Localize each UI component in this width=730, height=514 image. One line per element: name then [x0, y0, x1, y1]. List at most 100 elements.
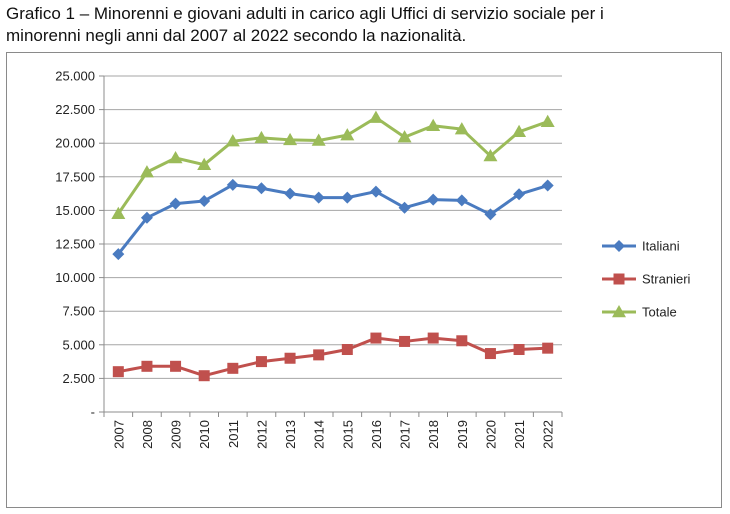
y-tick-label: 15.000 [55, 203, 95, 218]
legend-marker [613, 273, 625, 285]
x-tick-label: 2021 [512, 420, 527, 449]
data-point [398, 201, 411, 214]
data-point [483, 148, 498, 162]
series-lines [111, 110, 555, 382]
x-tick-label: 2011 [226, 420, 241, 448]
data-point [112, 366, 124, 378]
data-point [512, 124, 527, 138]
data-point [484, 208, 497, 221]
data-point [255, 356, 267, 368]
x-tick-label: 2017 [398, 420, 413, 449]
y-tick-label: - [91, 405, 95, 420]
data-point [227, 362, 239, 374]
data-point [513, 344, 525, 356]
data-point [284, 187, 297, 200]
data-point [111, 206, 126, 220]
y-tick-label: 22.500 [55, 102, 95, 117]
x-tick-label: 2010 [197, 420, 212, 449]
series-line [118, 336, 548, 378]
chart-caption: Grafico 1 – Minorenni e giovani adulti i… [6, 3, 726, 47]
data-point [427, 193, 440, 206]
legend-item: Italiani [602, 239, 680, 254]
series-line [117, 183, 549, 256]
x-tick-label: 2009 [169, 420, 184, 449]
x-tick-labels: 2007 2008 2009 2010 2011 2012 2013 2014 2015 2016… [111, 420, 555, 449]
legend-label: Italiani [642, 239, 680, 254]
data-point [542, 342, 554, 354]
legend-marker [613, 240, 625, 252]
x-tick-label: 2015 [340, 420, 355, 449]
data-point [454, 122, 469, 135]
data-point [197, 157, 212, 170]
data-point [139, 165, 154, 178]
data-point [226, 178, 239, 191]
caption-line-1: Grafico 1 – Minorenni e giovani adulti i… [6, 4, 604, 23]
gridlines [104, 75, 562, 379]
x-tick-label: 2012 [254, 420, 269, 449]
legend-label: Stranieri [642, 272, 691, 287]
y-tick-label: 17.500 [55, 169, 95, 184]
axes [99, 75, 563, 417]
data-point [311, 133, 326, 146]
x-tick-label: 2019 [455, 420, 470, 449]
data-point [513, 188, 526, 201]
y-tick-label: 10.000 [55, 270, 95, 285]
caption-line-2: minorenni negli anni dal 2007 al 2022 se… [6, 26, 467, 45]
data-point [399, 335, 411, 347]
y-tick-label: 7.500 [62, 304, 95, 319]
x-tick-label: 2022 [541, 420, 556, 449]
x-tick-label: 2014 [312, 420, 327, 449]
data-point [456, 335, 468, 347]
x-tick-label: 2007 [111, 420, 126, 449]
series-line [117, 116, 549, 215]
legend-marker [612, 305, 626, 318]
data-point [141, 360, 153, 372]
data-point [312, 191, 325, 204]
y-tick-labels: - 2.500 5.000 7.500 10.000 12.500 15.000 17.500… [55, 69, 95, 420]
y-tick-label: 20.000 [55, 136, 95, 151]
data-point [112, 248, 125, 261]
data-point [541, 179, 554, 192]
data-point [283, 132, 298, 146]
data-point [455, 194, 468, 207]
y-tick-label: 12.500 [55, 237, 95, 252]
data-point [427, 332, 439, 344]
data-point [169, 197, 182, 210]
data-point [170, 360, 182, 372]
x-tick-label: 2016 [369, 420, 384, 449]
data-point [341, 191, 354, 204]
x-tick-label: 2013 [283, 420, 298, 449]
y-tick-label: 25.000 [55, 69, 95, 84]
data-point [284, 352, 296, 364]
data-point [368, 110, 383, 123]
data-point [397, 130, 412, 143]
data-point [370, 332, 382, 344]
data-point [484, 348, 496, 360]
data-point [341, 344, 353, 356]
x-tick-label: 2018 [426, 420, 441, 449]
data-point [168, 150, 183, 164]
data-point [255, 182, 268, 195]
data-point [198, 194, 211, 207]
data-point [426, 118, 441, 131]
x-tick-label: 2020 [483, 420, 498, 449]
data-point [313, 349, 325, 361]
data-point [540, 114, 555, 127]
legend: Italiani Stranieri Totale [602, 239, 691, 320]
series-totale [111, 110, 555, 220]
y-tick-label: 2.500 [62, 371, 95, 386]
series-stranieri [112, 332, 554, 382]
legend-item: Totale [602, 305, 677, 320]
data-point [369, 185, 382, 198]
data-point [254, 130, 269, 144]
data-point [225, 134, 240, 147]
series-italiani [112, 178, 554, 261]
x-tick-label: 2008 [140, 420, 155, 449]
legend-label: Totale [642, 305, 677, 320]
data-point [198, 370, 210, 382]
legend-item: Stranieri [602, 272, 691, 287]
data-point [140, 211, 153, 224]
y-tick-label: 5.000 [62, 337, 95, 352]
data-point [340, 128, 355, 141]
